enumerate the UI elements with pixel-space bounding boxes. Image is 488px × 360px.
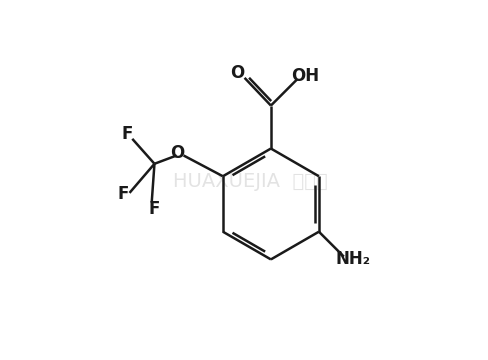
Text: HUAXUEJIA  化学加: HUAXUEJIA 化学加 [173,172,327,191]
Text: F: F [118,185,129,203]
Text: F: F [149,200,160,218]
Text: O: O [230,64,245,82]
Text: NH₂: NH₂ [336,251,371,269]
Text: F: F [121,125,132,143]
Text: OH: OH [291,67,320,85]
Text: O: O [170,144,184,162]
